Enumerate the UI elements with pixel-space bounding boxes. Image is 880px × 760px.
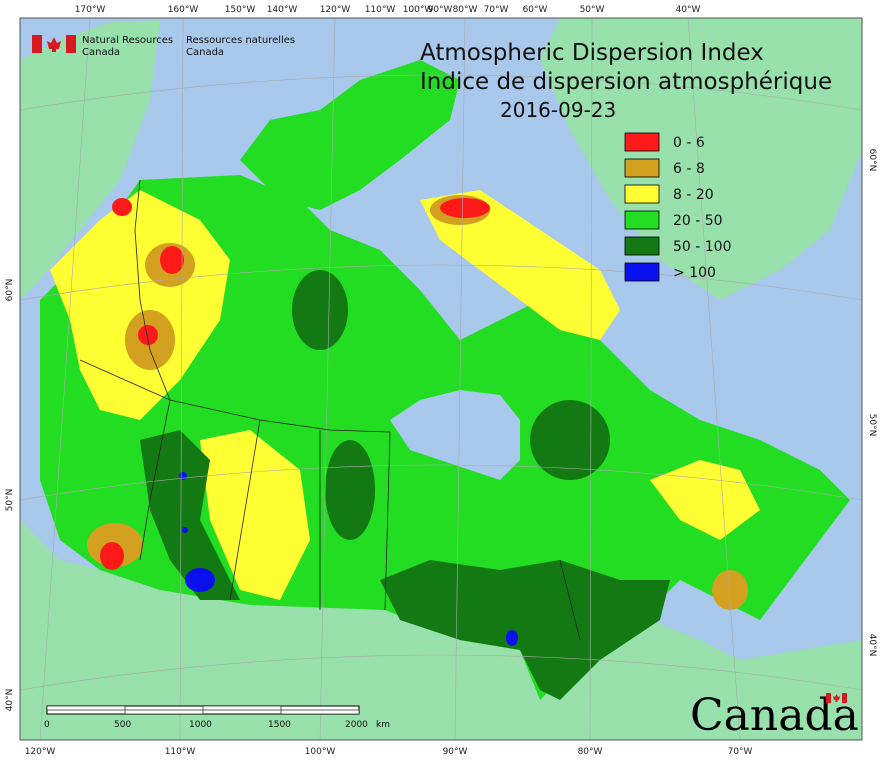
wordmark-flag-left: [826, 693, 831, 703]
legend-label: > 100: [673, 265, 716, 281]
title-date: 2016-09-23: [500, 98, 616, 122]
top-tick-label: 170°W: [75, 5, 106, 15]
bottom-tick-label: 120°W: [25, 747, 56, 757]
top-tick-label: 100°W: [403, 5, 434, 15]
legend-swatch: [624, 210, 660, 230]
blue-patch-3: [179, 472, 187, 480]
scale-bar: 0 500 1000 1500 2000 km: [44, 705, 390, 730]
red-patch-5: [440, 198, 490, 218]
wordmark-leaf-icon: [833, 694, 840, 702]
blue-patch-2: [506, 630, 518, 646]
right-tick-label: 50°N: [867, 414, 877, 437]
alaska-land: [20, 20, 160, 300]
right-tick-label: 40°N: [867, 634, 877, 657]
left-tick-label: 60°N: [5, 279, 15, 302]
scale-segment-2: [124, 709, 204, 715]
top-tick-label: 90°W: [428, 5, 453, 15]
top-tick-labels: 170°W 160°W 150°W 140°W 120°W 110°W 100°W90°W 8…: [75, 5, 701, 15]
legend-label: 0 - 6: [673, 135, 705, 151]
top-tick-label: 140°W: [267, 5, 298, 15]
red-patch-4: [100, 542, 124, 570]
org-english-line1: Natural Resources: [82, 35, 173, 46]
org-french-line1: Ressources naturelles: [186, 35, 295, 46]
scale-label-500: 500: [114, 720, 131, 730]
legend: 0 - 6 6 - 8 8 - 20 20 - 50 50 - 100 > 100: [624, 132, 732, 282]
legend-swatch: [624, 132, 660, 152]
left-tick-labels: 60°N 50°N 40°N: [5, 279, 15, 712]
right-tick-label: 60°N: [867, 149, 877, 172]
bottom-tick-label: 110°W: [165, 747, 196, 757]
bottom-tick-label: 90°W: [443, 747, 468, 757]
red-patch-3: [138, 325, 158, 345]
top-tick-label: 110°W: [365, 5, 396, 15]
scale-label-1000: 1000: [189, 720, 212, 730]
scale-segment-4: [280, 709, 360, 715]
scale-segment-3: [202, 705, 282, 711]
usa-land: [20, 520, 862, 740]
bottom-tick-label: 70°W: [728, 747, 753, 757]
legend-label: 6 - 8: [673, 161, 705, 177]
top-tick-label: 160°W: [168, 5, 199, 15]
org-french-line2: Canada: [186, 47, 224, 58]
orange-patch-5: [712, 570, 748, 610]
legend-label: 8 - 20: [673, 187, 714, 203]
legend-swatch: [624, 236, 660, 256]
org-english-line2: Canada: [82, 47, 120, 58]
title-french: Indice de dispersion atmosphérique: [420, 69, 832, 95]
top-tick-label: 70°W: [484, 5, 509, 15]
province-borders: [79, 179, 581, 641]
flag-bar-left: [32, 35, 42, 53]
graticule: [20, 18, 862, 740]
nrcan-signature: Natural Resources Canada Ressources natu…: [32, 35, 295, 58]
bottom-tick-label: 100°W: [305, 747, 336, 757]
legend-swatch: [624, 184, 660, 204]
red-patch-2: [160, 246, 184, 274]
bottom-tick-label: 80°W: [578, 747, 603, 757]
title-english: Atmospheric Dispersion Index: [420, 40, 764, 66]
dark-green-hudson: [530, 400, 610, 480]
left-tick-label: 50°N: [5, 489, 15, 512]
scale-label-0: 0: [44, 720, 50, 730]
canada-wordmark: Canada: [690, 690, 859, 741]
legend-label: 50 - 100: [673, 239, 732, 255]
legend-swatch: [624, 158, 660, 178]
maple-leaf-icon: [47, 37, 61, 52]
dark-green-manitoba: [325, 440, 375, 540]
scale-segment-1: [46, 705, 126, 711]
left-tick-label: 40°N: [5, 689, 15, 712]
baffin-island: [420, 190, 620, 340]
legend-swatch: [624, 262, 660, 282]
dark-green-ontario: [380, 560, 670, 700]
scale-label-1500: 1500: [268, 720, 291, 730]
top-tick-label: 40°W: [676, 5, 701, 15]
top-tick-label: 80°W: [453, 5, 478, 15]
top-tick-label: 150°W: [225, 5, 256, 15]
yellow-region-quebec: [650, 460, 760, 540]
scale-label-2000: 2000: [345, 720, 368, 730]
top-tick-label: 50°W: [580, 5, 605, 15]
dark-green-prairies: [140, 430, 240, 600]
red-patch-1: [112, 198, 132, 216]
scale-unit: km: [376, 720, 390, 730]
yellow-region-prairie: [200, 430, 310, 600]
hudson-bay: [390, 390, 520, 480]
blue-patch-4: [182, 527, 188, 533]
dark-green-nunavut: [292, 270, 348, 350]
map-border: [19, 17, 863, 741]
top-tick-label: 60°W: [523, 5, 548, 15]
legend-label: 20 - 50: [673, 213, 723, 229]
top-tick-label: 120°W: [320, 5, 351, 15]
flag-bar-right: [66, 35, 76, 53]
right-tick-labels: 60°N 50°N 40°N: [867, 149, 877, 657]
blue-patch-1: [185, 568, 215, 592]
bottom-tick-labels: 120°W 110°W 100°W 90°W 80°W 70°W: [25, 747, 753, 757]
wordmark-flag-right: [842, 693, 847, 703]
greenland-land: [540, 18, 862, 300]
arctic-islands: [240, 60, 460, 210]
